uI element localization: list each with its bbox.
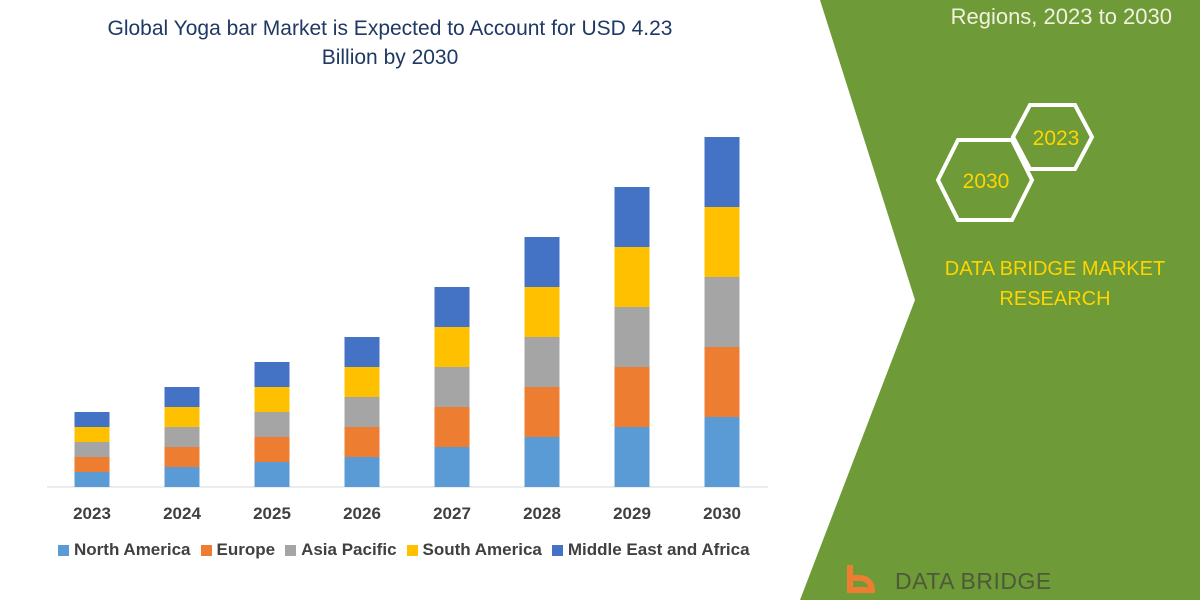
bar-segment-south-america-2026 xyxy=(344,367,380,397)
bar-segment-europe-2026 xyxy=(344,427,380,457)
logo-icon xyxy=(847,565,876,593)
legend-swatch xyxy=(406,544,418,556)
hex-label-2023: 2023 xyxy=(1033,127,1080,150)
x-tick-label: 2029 xyxy=(613,504,651,523)
green-panel xyxy=(800,0,1200,600)
bar-segment-north-america-2024 xyxy=(164,467,200,487)
x-tick-label: 2028 xyxy=(523,504,561,523)
legend-label: Middle East and Africa xyxy=(567,540,750,559)
bar-segment-north-america-2029 xyxy=(614,427,650,487)
legend: North America Europe Asia Pacific South Ame… xyxy=(58,540,750,560)
bar-segment-asia-pacific-2026 xyxy=(344,397,380,427)
bar-segment-europe-2030 xyxy=(704,347,740,417)
bar-segment-europe-2025 xyxy=(254,437,290,462)
legend-swatch xyxy=(200,544,212,556)
x-tick-label: 2024 xyxy=(163,504,201,523)
legend-label: South America xyxy=(422,540,542,559)
bar-segment-south-america-2027 xyxy=(434,327,470,367)
legend-item: South America xyxy=(406,540,542,560)
bar-segment-south-america-2024 xyxy=(164,407,200,427)
bar-segment-middle-east-and-africa-2023 xyxy=(74,412,110,427)
legend-swatch xyxy=(58,544,69,556)
bar-segment-north-america-2027 xyxy=(434,447,470,487)
bar-segment-europe-2028 xyxy=(524,387,560,437)
logo-text: DATA BRIDGE xyxy=(895,568,1052,594)
chart-title: Global Yoga bar Market is Expected to Ac… xyxy=(40,14,740,72)
legend-label: Asia Pacific xyxy=(301,540,397,559)
bar-segment-europe-2024 xyxy=(164,447,200,467)
bar-segment-south-america-2030 xyxy=(704,207,740,277)
title-line-2: Billion by 2030 xyxy=(321,46,459,69)
bar-segment-europe-2027 xyxy=(434,407,470,447)
bar-segment-asia-pacific-2023 xyxy=(74,442,110,457)
bar-segment-north-america-2028 xyxy=(524,437,560,487)
x-tick-label: 2026 xyxy=(343,504,381,523)
side-subtitle: Regions, 2023 to 2030 xyxy=(950,4,1172,29)
bar-segment-europe-2029 xyxy=(614,367,650,427)
legend-item: North America xyxy=(58,540,191,560)
bar-segment-south-america-2028 xyxy=(524,287,560,337)
legend-item: Middle East and Africa xyxy=(551,540,750,560)
bar-segment-north-america-2026 xyxy=(344,457,380,487)
bar-segment-north-america-2023 xyxy=(74,472,110,487)
bar-segment-europe-2023 xyxy=(74,457,110,472)
x-tick-label: 2025 xyxy=(253,504,291,523)
bar-segment-asia-pacific-2030 xyxy=(704,277,740,347)
bar-segment-middle-east-and-africa-2029 xyxy=(614,187,650,247)
title-line-1: Global Yoga bar Market is Expected to Ac… xyxy=(107,17,673,40)
bar-segment-asia-pacific-2024 xyxy=(164,427,200,447)
legend-swatch xyxy=(551,544,563,556)
hex-label-2030: 2030 xyxy=(963,170,1010,193)
legend-label: Europe xyxy=(216,540,276,559)
bar-segment-south-america-2025 xyxy=(254,387,290,412)
bar-segment-asia-pacific-2027 xyxy=(434,367,470,407)
legend-swatch xyxy=(285,544,297,556)
bar-segment-north-america-2025 xyxy=(254,462,290,487)
bar-segment-south-america-2023 xyxy=(74,427,110,442)
plot-area: 2023 2024 2025 2026 2027 2028 2029 2030 xyxy=(47,137,768,523)
bar-segment-middle-east-and-africa-2030 xyxy=(704,137,740,207)
brand-line-1: DATA BRIDGE MARKET xyxy=(944,258,1166,280)
bar-segment-middle-east-and-africa-2024 xyxy=(164,387,200,407)
brand-name: DATA BRIDGE MARKET RESEARCH xyxy=(920,254,1190,314)
x-tick-label: 2030 xyxy=(703,504,741,523)
bar-segment-middle-east-and-africa-2028 xyxy=(524,237,560,287)
hexagon-2023 xyxy=(1010,103,1095,171)
legend-label: North America xyxy=(74,540,191,559)
bar-segment-asia-pacific-2029 xyxy=(614,307,650,367)
bar-segment-south-america-2029 xyxy=(614,247,650,307)
bar-segment-middle-east-and-africa-2025 xyxy=(254,362,290,387)
legend-item: Asia Pacific xyxy=(285,540,397,560)
brand-line-2: RESEARCH xyxy=(999,288,1111,310)
hexagon-2030 xyxy=(935,138,1035,222)
bar-segment-north-america-2030 xyxy=(704,417,740,487)
x-tick-label: 2023 xyxy=(73,504,111,523)
bar-segment-asia-pacific-2028 xyxy=(524,337,560,387)
bar-segment-asia-pacific-2025 xyxy=(254,412,290,437)
bar-segment-middle-east-and-africa-2027 xyxy=(434,287,470,327)
bar-segment-middle-east-and-africa-2026 xyxy=(344,337,380,367)
x-tick-label: 2027 xyxy=(433,504,471,523)
legend-item: Europe xyxy=(200,540,276,560)
